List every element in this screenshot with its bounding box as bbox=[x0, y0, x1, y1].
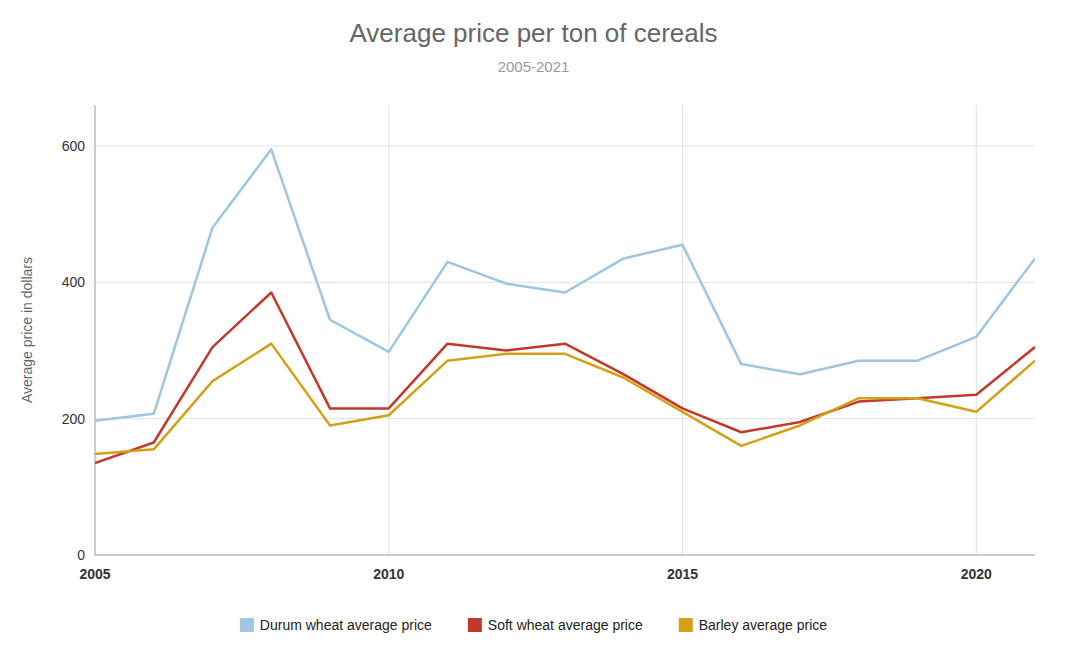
grid bbox=[95, 105, 1035, 555]
legend-item: Barley average price bbox=[679, 617, 828, 633]
subtitle: 2005-2021 bbox=[498, 58, 570, 75]
y-axis-label: Average price in dollars bbox=[19, 257, 35, 403]
series-line bbox=[95, 344, 1035, 454]
y-axis-line bbox=[95, 105, 96, 555]
y-grid-line bbox=[95, 418, 1035, 419]
series-line bbox=[95, 293, 1035, 463]
legend-label: Durum wheat average price bbox=[260, 617, 432, 633]
x-tick-label: 2015 bbox=[667, 566, 698, 582]
y-tick-label: 400 bbox=[62, 274, 86, 290]
y-tick-label: 600 bbox=[62, 138, 86, 154]
y-grid-line bbox=[95, 145, 1035, 146]
legend-label: Soft wheat average price bbox=[488, 617, 643, 633]
title: Average price per ton of cereals bbox=[349, 18, 717, 48]
y-grid-line bbox=[95, 555, 1035, 556]
legend-swatch bbox=[468, 618, 482, 632]
legend-label: Barley average price bbox=[699, 617, 828, 633]
legend: Durum wheat average price Soft wheat aver… bbox=[240, 617, 827, 633]
x-grid-line bbox=[388, 105, 389, 555]
x-tick-label: 2020 bbox=[961, 566, 992, 582]
x-grid-line bbox=[976, 105, 977, 555]
plot-area bbox=[95, 149, 1035, 463]
y-tick-label: 0 bbox=[77, 547, 85, 563]
legend-item: Soft wheat average price bbox=[468, 617, 643, 633]
legend-item: Durum wheat average price bbox=[240, 617, 432, 633]
x-grid-line bbox=[95, 105, 96, 555]
x-grid-line bbox=[682, 105, 683, 555]
legend-swatch bbox=[240, 618, 254, 632]
x-tick-label: 2010 bbox=[373, 566, 404, 582]
y-grid-line bbox=[95, 282, 1035, 283]
legend-swatch bbox=[679, 618, 693, 632]
series-line bbox=[95, 149, 1035, 420]
x-tick-label: 2005 bbox=[79, 566, 110, 582]
y-tick-label: 200 bbox=[62, 411, 86, 427]
chart: Average price per ton of cereals 2005-202… bbox=[0, 0, 1067, 660]
x-axis-line bbox=[95, 555, 1035, 556]
